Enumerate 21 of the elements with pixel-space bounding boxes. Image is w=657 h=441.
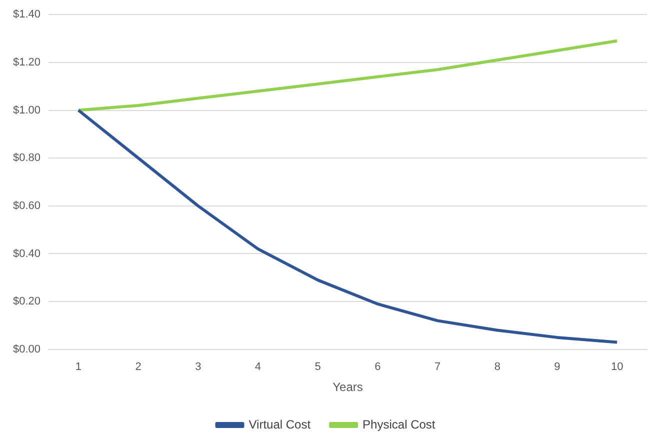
y-tick-label: $1.00 <box>12 104 41 116</box>
x-tick-label: 7 <box>434 361 441 374</box>
x-tick-label: 9 <box>554 361 560 374</box>
x-tick-label: 4 <box>254 361 262 374</box>
y-tick-label: $1.40 <box>12 8 41 21</box>
x-tick-label: 5 <box>314 361 321 374</box>
legend-label: Physical Cost <box>362 417 436 432</box>
x-tick-label: 3 <box>195 361 202 374</box>
x-tick-label: 8 <box>494 361 500 374</box>
x-tick-label: 6 <box>374 361 381 374</box>
y-tick-label: $0.60 <box>12 200 41 212</box>
y-tick-label: $1.20 <box>12 56 41 68</box>
y-tick-label: $0.80 <box>12 152 41 164</box>
y-tick-label: $0.00 <box>12 343 41 356</box>
y-tick-label: $0.40 <box>12 248 41 260</box>
x-tick-label: 10 <box>610 361 624 374</box>
x-axis-title: Years <box>332 380 363 394</box>
y-tick-label: $0.20 <box>12 296 41 308</box>
legend-label: Virtual Cost <box>248 417 312 432</box>
x-tick-label: 1 <box>75 361 82 374</box>
x-tick-label: 2 <box>135 361 142 374</box>
